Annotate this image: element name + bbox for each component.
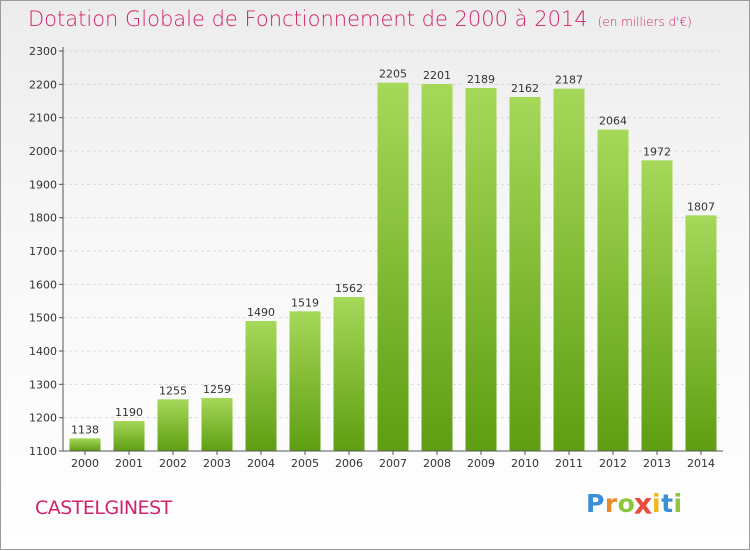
x-tick-label: 2001 bbox=[115, 457, 143, 470]
data-label: 2064 bbox=[599, 115, 627, 128]
x-tick-label: 2002 bbox=[159, 457, 187, 470]
x-tick-label: 2012 bbox=[599, 457, 627, 470]
y-tick-label: 2200 bbox=[29, 78, 57, 91]
x-tick-label: 2000 bbox=[71, 457, 99, 470]
chart-title: Dotation Globale de Fonctionnement de 20… bbox=[28, 7, 692, 31]
x-tick-label: 2004 bbox=[247, 457, 275, 470]
chart-unit: (en milliers d'€) bbox=[597, 15, 692, 29]
x-tick-label: 2009 bbox=[467, 457, 495, 470]
bar bbox=[245, 321, 277, 451]
bar bbox=[333, 297, 365, 451]
bar bbox=[641, 160, 673, 452]
bar bbox=[157, 399, 189, 451]
y-tick-label: 1100 bbox=[29, 445, 57, 458]
y-tick-label: 1900 bbox=[29, 178, 57, 191]
data-label: 2162 bbox=[511, 82, 539, 95]
x-tick-label: 2007 bbox=[379, 457, 407, 470]
y-tick-label: 2100 bbox=[29, 112, 57, 125]
bar bbox=[465, 88, 497, 451]
bar bbox=[553, 88, 585, 452]
y-tick-label: 1800 bbox=[29, 212, 57, 225]
data-label: 1490 bbox=[247, 306, 275, 319]
data-label: 1190 bbox=[115, 406, 143, 419]
data-label: 2189 bbox=[467, 73, 495, 86]
y-tick-label: 2300 bbox=[29, 45, 57, 58]
x-tick-label: 2005 bbox=[291, 457, 319, 470]
bars bbox=[69, 82, 717, 452]
logo-letter: i bbox=[652, 489, 662, 518]
bar bbox=[377, 82, 409, 452]
y-tick-label: 1500 bbox=[29, 312, 57, 325]
data-label: 1807 bbox=[687, 200, 715, 213]
y-tick-label: 2000 bbox=[29, 145, 57, 158]
logo-letter: i bbox=[673, 489, 683, 518]
data-label: 1259 bbox=[203, 383, 231, 396]
y-tick-label: 1300 bbox=[29, 378, 57, 391]
data-label: 1562 bbox=[335, 282, 363, 295]
bar bbox=[289, 311, 321, 451]
proxiti-logo: Proxiti bbox=[586, 486, 683, 521]
logo-letter: x bbox=[634, 486, 654, 521]
x-tick-label: 2008 bbox=[423, 457, 451, 470]
y-tick-label: 1200 bbox=[29, 412, 57, 425]
x-tick-label: 2014 bbox=[687, 457, 715, 470]
y-tick-label: 1600 bbox=[29, 278, 57, 291]
data-label: 2201 bbox=[423, 69, 451, 82]
bar bbox=[685, 215, 717, 451]
data-label: 1255 bbox=[159, 384, 187, 397]
x-tick-label: 2013 bbox=[643, 457, 671, 470]
y-tick-label: 1400 bbox=[29, 345, 57, 358]
axes bbox=[59, 47, 723, 455]
bar bbox=[509, 97, 541, 451]
x-tick-label: 2006 bbox=[335, 457, 363, 470]
bar bbox=[201, 398, 233, 451]
data-label: 1138 bbox=[71, 423, 99, 436]
data-label: 1519 bbox=[291, 296, 319, 309]
data-label: 1972 bbox=[643, 145, 671, 158]
bar bbox=[69, 438, 101, 451]
labels: 1100 1200 1300 1400 1500 1600 1700 1800 1900 2000… bbox=[29, 45, 715, 470]
chart-title-text: Dotation Globale de Fonctionnement de 20… bbox=[28, 7, 588, 31]
logo-letter: t bbox=[661, 489, 674, 518]
data-label: 2205 bbox=[379, 68, 407, 81]
x-tick-label: 2010 bbox=[511, 457, 539, 470]
logo-letter: o bbox=[617, 489, 636, 518]
bar bbox=[421, 84, 453, 451]
x-tick-label: 2003 bbox=[203, 457, 231, 470]
data-label: 2187 bbox=[555, 74, 583, 87]
logo-letter: r bbox=[604, 489, 618, 518]
logo-letter: P bbox=[586, 489, 605, 518]
bar bbox=[597, 129, 629, 451]
commune-name: CASTELGINEST bbox=[35, 497, 172, 519]
x-tick-label: 2011 bbox=[555, 457, 583, 470]
bar bbox=[113, 421, 145, 451]
y-tick-label: 1700 bbox=[29, 245, 57, 258]
